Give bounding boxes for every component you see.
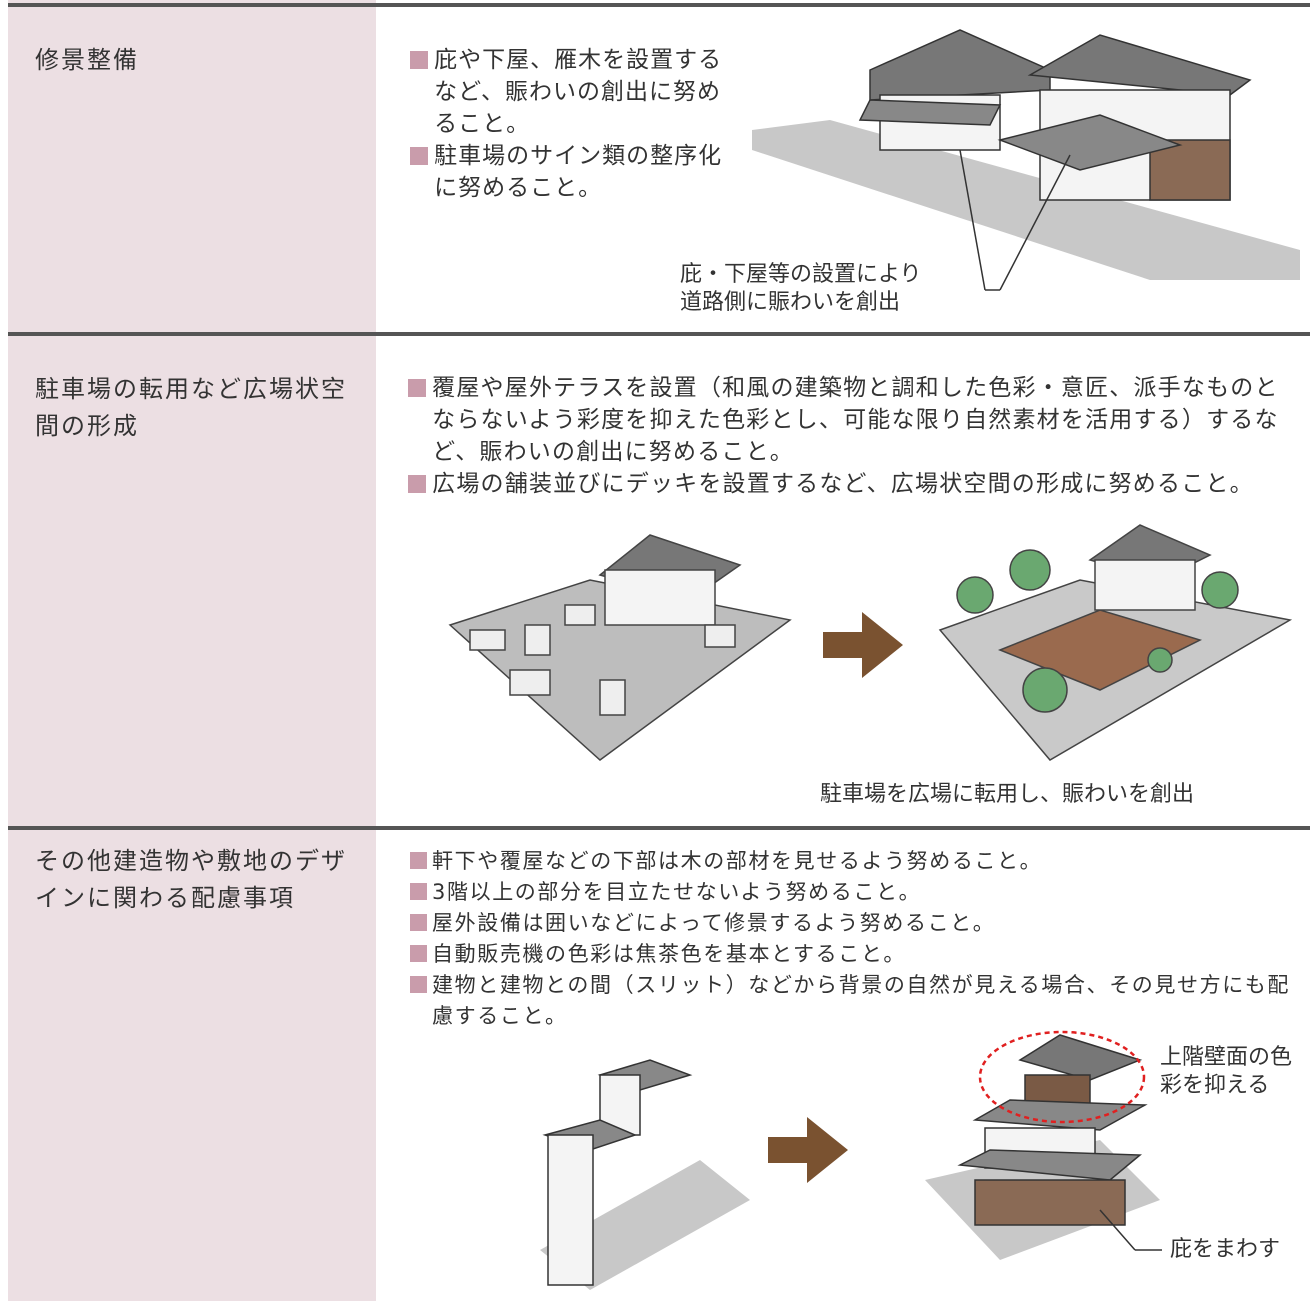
street-illustration (752, 29, 1300, 291)
bullet (410, 146, 429, 166)
label: 彩を抑える (1160, 1073, 1270, 1098)
row-title: 駐車場の転用など広場状空間の形成 (35, 375, 347, 440)
item: 自動販売機の色彩は焦茶色を基本とすること。 (410, 939, 1295, 970)
bullet (410, 883, 427, 901)
item: 駐車場のサイン類の整序化に努めること。 (410, 140, 730, 204)
arrow (823, 612, 903, 678)
bullet (408, 378, 427, 398)
item-text: 建物と建物との間（スリット）などから背景の自然が見える場合、その見せ方にも配慮す… (432, 973, 1291, 1028)
item-text: 軒下や覆屋などの下部は木の部材を見せるよう努めること。 (432, 849, 1043, 873)
label: 上階壁面の色 (1160, 1045, 1293, 1070)
caption: 庇・下屋等の設置により (680, 262, 922, 287)
item: 覆屋や屋外テラスを設置（和風の建築物と調和した色彩・意匠、派手なものとならないよ… (408, 372, 1288, 468)
item: 屋外設備は囲いなどによって修景するよう努めること。 (410, 908, 1295, 939)
building-after (925, 1030, 1162, 1260)
item: 広場の舗装並びにデッキを設置するなど、広場状空間の形成に努めること。 (408, 468, 1288, 500)
row-title: その他建造物や敷地のデザインに関わる配慮事項 (35, 847, 347, 912)
bullet (410, 852, 427, 870)
item-text: 3階以上の部分を目立たせないよう努めること。 (432, 880, 922, 904)
left-column (8, 0, 376, 1301)
item-text: 広場の舗装並びにデッキを設置するなど、広場状空間の形成に努めること。 (432, 471, 1254, 497)
item-list: 庇や下屋、雁木を設置するなど、賑わいの創出に努めること。駐車場のサイン類の整序化… (410, 44, 730, 204)
item: 庇や下屋、雁木を設置するなど、賑わいの創出に努めること。 (410, 44, 730, 140)
divider (8, 332, 1310, 336)
item: 軒下や覆屋などの下部は木の部材を見せるよう努めること。 (410, 846, 1295, 877)
item: 3階以上の部分を目立たせないよう努めること。 (410, 877, 1295, 908)
plaza-illustration (938, 524, 1293, 761)
bullet (410, 945, 427, 963)
bullet (408, 474, 427, 494)
arrow (768, 1117, 848, 1183)
row-title: 修景整備 (35, 46, 139, 74)
caption: 駐車場を広場に転用し、賑わいを創出 (820, 782, 1195, 807)
item-text: 駐車場のサイン類の整序化に努めること。 (434, 143, 723, 201)
item-text: 自動販売機の色彩は焦茶色を基本とすること。 (432, 942, 907, 966)
divider (8, 3, 1310, 7)
bullet (410, 914, 427, 932)
label: 庇をまわす (1170, 1237, 1281, 1262)
parking-illustration (448, 534, 792, 761)
caption: 道路側に賑わいを創出 (680, 290, 901, 315)
item-list: 軒下や覆屋などの下部は木の部材を見せるよう努めること。 3階以上の部分を目立たせな… (410, 846, 1295, 1032)
divider (8, 826, 1310, 830)
building-before (540, 1059, 750, 1290)
bullet (410, 976, 427, 994)
bullet (410, 50, 429, 70)
item: 建物と建物との間（スリット）などから背景の自然が見える場合、その見せ方にも配慮す… (410, 970, 1295, 1032)
item-text: 庇や下屋、雁木を設置するなど、賑わいの創出に努めること。 (434, 47, 723, 137)
item-text: 覆屋や屋外テラスを設置（和風の建築物と調和した色彩・意匠、派手なものとならないよ… (432, 375, 1279, 465)
item-list: 覆屋や屋外テラスを設置（和風の建築物と調和した色彩・意匠、派手なものとならないよ… (408, 372, 1288, 500)
item-text: 屋外設備は囲いなどによって修景するよう努めること。 (432, 911, 996, 935)
